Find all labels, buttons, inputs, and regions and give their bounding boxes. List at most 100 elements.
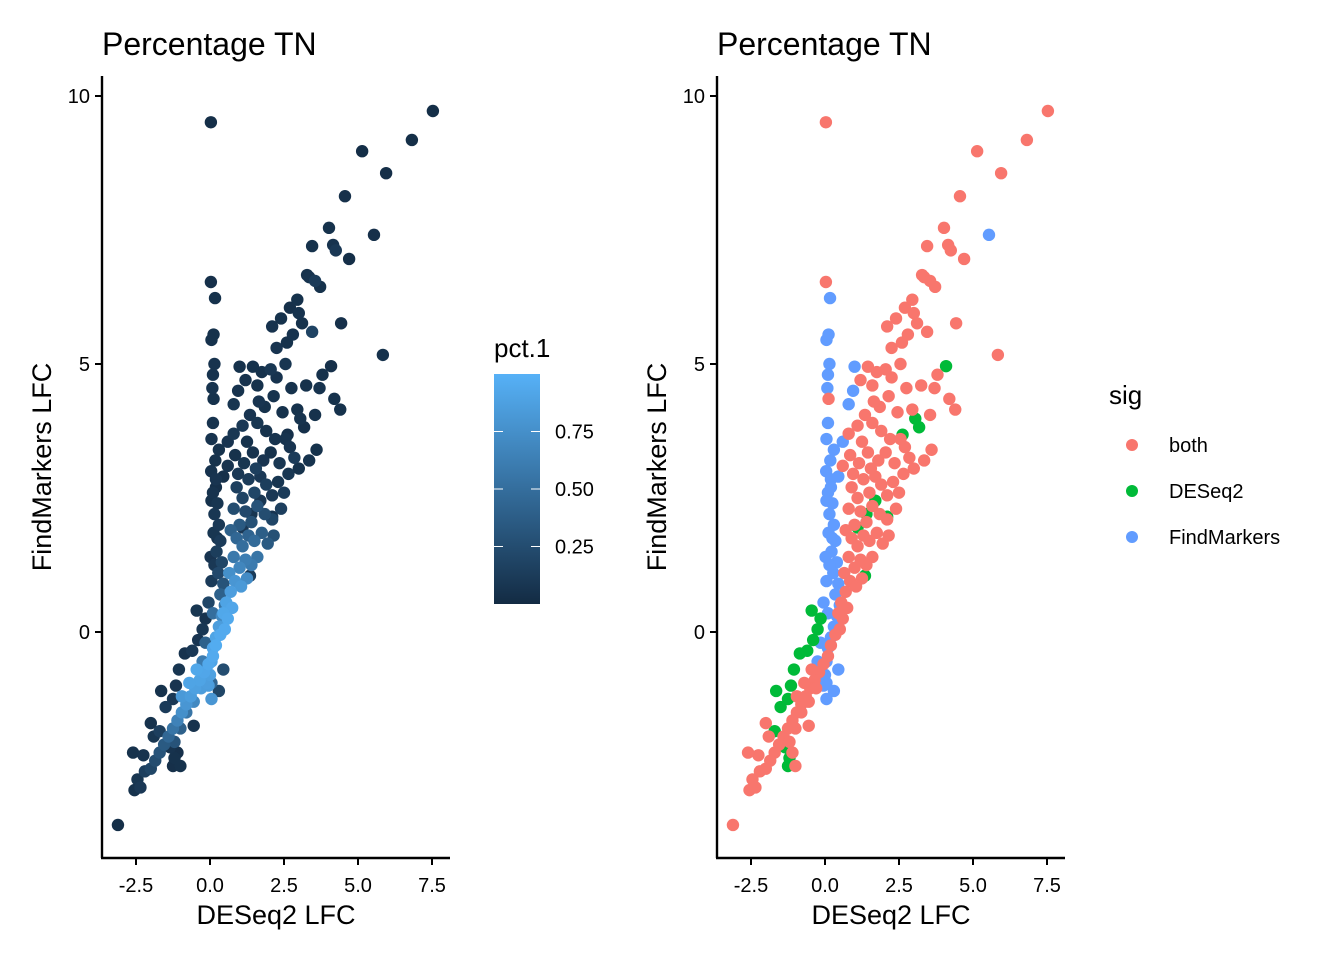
data-point — [316, 368, 329, 381]
data-point — [866, 379, 879, 392]
data-point — [264, 363, 277, 376]
data-point — [215, 556, 229, 569]
y-tick-label: 5 — [79, 354, 90, 376]
data-point — [376, 348, 390, 362]
data-point — [824, 481, 838, 494]
y-tick-label: 10 — [68, 86, 90, 108]
data-point — [832, 470, 845, 483]
data-point — [231, 384, 245, 397]
data-point — [264, 446, 277, 459]
data-point — [848, 518, 861, 531]
chart-title: Percentage TN — [717, 26, 932, 62]
data-point — [248, 534, 261, 548]
data-point — [920, 239, 934, 253]
data-point — [798, 676, 811, 690]
data-point — [313, 381, 326, 395]
data-point — [405, 133, 419, 147]
x-ticks: -2.5 0.0 2.5 5.0 7.5 — [734, 858, 1061, 897]
data-point — [291, 293, 304, 306]
legend-label: both — [1169, 435, 1208, 457]
data-point — [217, 663, 230, 676]
data-point — [208, 291, 222, 305]
data-point — [789, 759, 802, 773]
data-point — [907, 462, 920, 475]
data-point — [243, 408, 257, 422]
data-point — [249, 462, 263, 475]
data-point — [949, 317, 963, 330]
y-tick-label: 10 — [683, 86, 705, 108]
data-point — [842, 427, 855, 440]
data-point — [1041, 104, 1055, 118]
data-point — [786, 746, 799, 759]
data-point — [915, 379, 928, 392]
y-axis-title: FindMarkers LFC — [27, 363, 57, 572]
legend-entries: both DESeq2 FindMarkers — [1126, 435, 1280, 549]
data-point — [322, 221, 336, 235]
data-point — [239, 505, 252, 518]
data-point — [824, 639, 838, 652]
colorbar-ticks: 0.25 0.50 0.75 — [494, 422, 594, 559]
data-point — [227, 550, 240, 564]
data-point — [236, 540, 249, 553]
data-point — [207, 392, 220, 406]
data-point — [236, 491, 249, 505]
data-point — [305, 239, 319, 253]
data-point — [205, 333, 218, 347]
data-point — [823, 357, 836, 371]
data-point — [841, 601, 854, 615]
data-point — [212, 443, 226, 456]
data-point — [872, 454, 885, 467]
data-point — [866, 416, 879, 430]
data-point — [208, 507, 221, 521]
data-point — [923, 408, 937, 422]
data-point — [283, 301, 297, 314]
y-tick-label: 0 — [694, 622, 705, 644]
data-point — [329, 244, 342, 257]
data-point — [202, 596, 215, 609]
data-point — [873, 507, 886, 521]
data-point — [227, 427, 240, 440]
data-point — [285, 381, 298, 395]
data-point — [820, 333, 833, 347]
data-point — [789, 722, 802, 735]
y-axis-title: FindMarkers LFC — [642, 363, 672, 572]
data-point — [749, 781, 762, 794]
data-point — [209, 639, 223, 652]
data-point — [292, 462, 305, 475]
data-point — [277, 486, 291, 499]
data-point — [248, 486, 261, 499]
data-point — [205, 692, 218, 706]
data-point — [774, 700, 787, 714]
data-point — [880, 489, 894, 502]
data-point — [928, 381, 941, 395]
data-point — [848, 561, 861, 574]
data-point — [851, 419, 864, 432]
data-point — [209, 454, 222, 467]
y-ticks: 0 5 10 — [68, 86, 102, 644]
legend-label: DESeq2 — [1169, 481, 1244, 503]
data-point — [144, 716, 157, 730]
data-point — [891, 406, 904, 419]
data-point — [833, 623, 846, 636]
data-point — [328, 392, 341, 406]
data-point — [159, 700, 172, 714]
colorbar-legend: pct.1 0.25 0.50 0.75 — [494, 333, 594, 604]
data-point — [274, 502, 288, 515]
data-point — [726, 818, 740, 832]
data-point — [787, 663, 801, 676]
data-point — [814, 612, 827, 625]
data-point — [251, 379, 264, 392]
chart-title: Percentage TN — [102, 26, 317, 62]
data-point — [821, 368, 835, 381]
data-point — [842, 550, 855, 564]
data-point — [286, 328, 300, 341]
data-point — [239, 373, 252, 387]
data-point — [906, 403, 919, 416]
data-point — [214, 534, 227, 548]
data-point — [944, 244, 957, 257]
points-layer — [726, 104, 1055, 832]
data-point — [426, 104, 440, 118]
legend-label: FindMarkers — [1169, 527, 1280, 549]
data-point — [802, 695, 815, 708]
data-point — [861, 446, 875, 459]
